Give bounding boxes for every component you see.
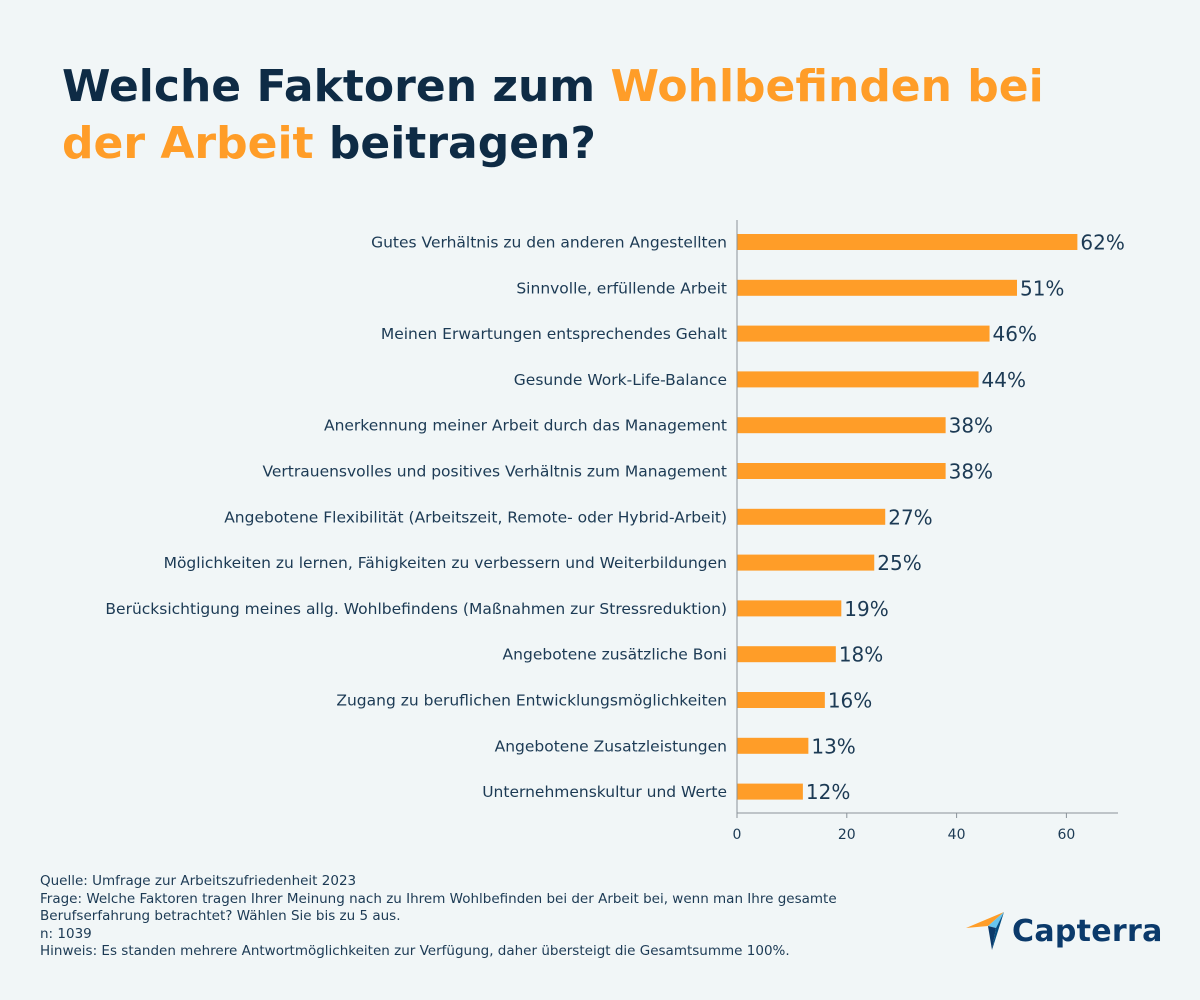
category-label: Angebotene Zusatzleistungen (495, 737, 727, 755)
category-label: Möglichkeiten zu lernen, Fähigkeiten zu … (164, 554, 727, 572)
title-part-1: Welche Faktoren zum (62, 61, 611, 112)
category-labels: Gutes Verhältnis zu den anderen Angestel… (105, 234, 727, 802)
title-accent: Wohlbefinden bei der Arbeit (62, 61, 1044, 169)
x-tick-label: 40 (948, 827, 966, 843)
category-label: Angebotene zusätzliche Boni (503, 646, 727, 664)
category-label: Meinen Erwartungen entsprechendes Gehalt (381, 325, 727, 343)
bar (737, 508, 886, 525)
bar (737, 646, 836, 663)
value-label: 16% (828, 689, 872, 713)
bars (737, 234, 1078, 800)
page-title: Welche Faktoren zum Wohlbefinden bei der… (62, 58, 1142, 172)
capterra-logo: Capterra (966, 910, 1163, 952)
bar (737, 783, 803, 800)
value-label: 12% (806, 780, 850, 804)
bar-chart: Gutes Verhältnis zu den anderen Angestel… (105, 220, 1125, 843)
value-label: 27% (888, 505, 932, 529)
bar (737, 279, 1017, 296)
category-label: Gesunde Work-Life-Balance (514, 371, 727, 389)
bar (737, 737, 809, 754)
value-label: 13% (811, 734, 855, 758)
logo-text: Capterra (1012, 913, 1163, 949)
bar (737, 554, 875, 571)
value-label: 62% (1080, 231, 1124, 255)
x-tick-label: 20 (838, 827, 856, 843)
sample-size-note: n: 1039 (40, 925, 92, 942)
axes: 0 20 40 60 (733, 220, 1118, 843)
value-label: 44% (982, 368, 1026, 392)
bar (737, 463, 946, 479)
category-label: Unternehmenskultur und Werte (482, 783, 727, 801)
value-label: 18% (839, 643, 883, 667)
bar (737, 325, 990, 342)
category-label: Angebotene Flexibilität (Arbeitszeit, Re… (224, 508, 727, 526)
bar (737, 692, 825, 708)
category-label: Zugang zu beruflichen Entwicklungsmöglic… (336, 692, 727, 710)
value-label: 38% (949, 414, 993, 438)
footer-notes: Quelle: Umfrage zur Arbeitszufriedenheit… (40, 873, 940, 961)
value-label: 25% (877, 551, 921, 575)
category-label: Sinnvolle, erfüllende Arbeit (516, 279, 727, 297)
source-note: Quelle: Umfrage zur Arbeitszufriedenheit… (40, 873, 357, 889)
category-label: Berücksichtigung meines allg. Wohlbefind… (105, 600, 727, 618)
hint-note: Hinweis: Es standen mehrere Antwortmögli… (40, 943, 790, 959)
value-label: 38% (949, 460, 993, 484)
category-label: Gutes Verhältnis zu den anderen Angestel… (371, 234, 727, 252)
title-part-2: beitragen? (313, 118, 596, 169)
x-tick-label: 60 (1057, 827, 1075, 843)
bar (737, 234, 1078, 250)
value-label: 51% (1020, 276, 1064, 300)
category-label: Vertrauensvolles und positives Verhältni… (262, 463, 727, 481)
bar (737, 371, 979, 388)
bar (737, 417, 946, 434)
capterra-arrow-icon (966, 912, 1004, 950)
question-note-line-1: Frage: Welche Faktoren tragen Ihrer Mein… (40, 890, 837, 907)
category-label: Anerkennung meiner Arbeit durch das Mana… (324, 417, 727, 435)
question-note-line-2: Berufserfahrung betrachtet? Wählen Sie b… (40, 908, 401, 924)
x-tick-label: 0 (733, 827, 742, 843)
value-labels: 62% 51% 46% 44% 38% 38% 27% 25% 19% 18% 16% 13% 12% (806, 231, 1125, 805)
value-label: 46% (993, 322, 1037, 346)
bar (737, 600, 842, 617)
value-label: 19% (844, 597, 888, 621)
